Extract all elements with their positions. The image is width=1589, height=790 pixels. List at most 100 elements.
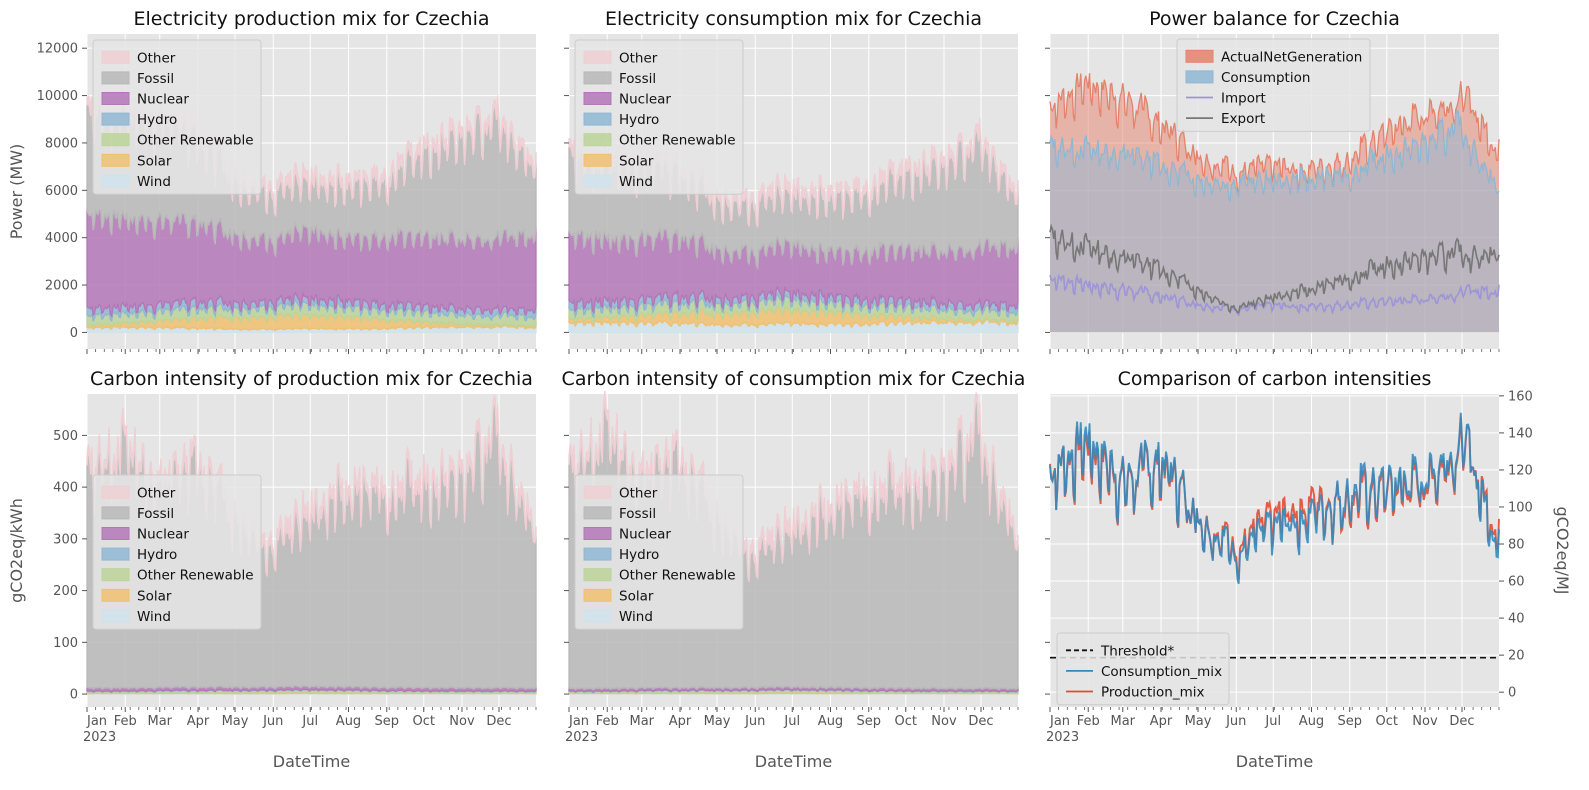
legend-label: Other Renewable	[619, 568, 736, 584]
legend-label: Hydro	[137, 112, 177, 128]
legend-label: Wind	[619, 609, 653, 625]
legend-swatch	[583, 92, 612, 105]
y-axis-label: gCO2eq/kWh	[7, 498, 26, 603]
x-tick-label: Jul	[1264, 714, 1281, 729]
legend-label: Nuclear	[137, 92, 189, 108]
line-series-export	[1049, 223, 1500, 314]
y-tick-label-right: 40	[1508, 612, 1525, 627]
x-tick-label: Jul	[301, 714, 318, 729]
legend-label: Other	[619, 485, 658, 501]
x-tick-label: Mar	[630, 714, 655, 729]
legend-label: Solar	[137, 153, 172, 169]
x-tick-label: Dec	[486, 714, 511, 729]
chart-panel-5: Jan Feb Mar Apr May Jun Jul Aug Sep Oct Nov Dec 2023…	[562, 368, 1026, 771]
legend-swatch	[101, 547, 130, 561]
line-series-import	[1049, 273, 1500, 317]
y-tick-label: 0	[70, 688, 78, 703]
x-tick-label: Sep	[856, 714, 881, 729]
y-tick-label-right: 0	[1508, 686, 1516, 701]
x-tick-label: May	[1185, 714, 1212, 729]
legend-swatch	[583, 174, 612, 188]
legend-label: Nuclear	[619, 527, 671, 543]
legend-label: Hydro	[619, 112, 659, 128]
legend-swatch	[583, 588, 612, 602]
x-tick-label: Aug	[818, 714, 843, 729]
x-tick-label: Sep	[374, 714, 399, 729]
chart-panel-6: Jan Feb Mar Apr May Jun Jul Aug Sep Oct Nov Dec 2023…	[1045, 368, 1572, 771]
y-tick-label-right: 20	[1508, 649, 1525, 664]
x-tick-label: Apr	[669, 714, 692, 729]
chart-title: Electricity consumption mix for Czechia	[605, 8, 982, 30]
y-tick-label: 8000	[45, 136, 78, 151]
legend-label: Wind	[619, 174, 653, 190]
x-tick-label: Nov	[931, 714, 957, 729]
y-tick-label-right: 140	[1508, 426, 1533, 441]
chart-title: Electricity production mix for Czechia	[133, 8, 489, 30]
y-tick-label-right: 160	[1508, 389, 1533, 404]
y-tick-label-right: 80	[1508, 538, 1525, 553]
y-tick-label: 100	[53, 636, 78, 651]
legend-swatch	[101, 174, 130, 188]
x-tick-label: Jul	[783, 714, 800, 729]
legend-swatch	[583, 485, 612, 499]
legend-label: Fossil	[619, 506, 656, 522]
legend-label: Nuclear	[619, 92, 671, 108]
legend: Other Fossil Nuclear Hydro Other Renewable So…	[92, 39, 262, 195]
legend-swatch	[1185, 49, 1214, 63]
y-tick-label-right: 60	[1508, 575, 1525, 590]
legend: ActualNetGeneration Consumption Import Expo…	[1176, 38, 1371, 132]
legend-swatch	[101, 153, 130, 167]
legend-label: Import	[1221, 91, 1266, 107]
legend-label: Other Renewable	[137, 568, 254, 584]
legend-swatch	[101, 50, 130, 64]
x-tick-label: Sep	[1337, 714, 1362, 729]
legend-label: Other	[137, 485, 176, 501]
x-tick-label: May	[704, 714, 731, 729]
legend-label: Solar	[619, 153, 654, 169]
legend-label: Other Renewable	[137, 133, 254, 149]
x-tick-label: Jun	[1225, 714, 1246, 729]
legend-box	[92, 474, 262, 630]
x-tick-label: Jun	[744, 714, 765, 729]
x-axis-label: DateTime	[1236, 752, 1313, 771]
y-tick-label: 6000	[45, 184, 78, 199]
y-tick-label: 4000	[45, 231, 78, 246]
y-tick-label: 12000	[37, 42, 78, 57]
x-tick-label: Oct	[413, 714, 435, 729]
legend-label: Wind	[137, 174, 171, 190]
y-tick-label: 2000	[45, 279, 78, 294]
legend-swatch	[101, 133, 130, 147]
chart-title: Carbon intensity of production mix for C…	[90, 368, 533, 390]
y-axis-label: Power (MW)	[7, 144, 26, 240]
x-tick-label: Mar	[1111, 714, 1136, 729]
x-tick-label: Jun	[262, 714, 283, 729]
x-tick-label: Oct	[895, 714, 917, 729]
legend-swatch	[101, 568, 130, 582]
legend-swatch	[583, 527, 612, 540]
legend-box	[574, 39, 744, 195]
y-tick-label: 500	[53, 429, 78, 444]
legend: Other Fossil Nuclear Hydro Other Renewable So…	[574, 39, 744, 195]
legend-label: Fossil	[137, 506, 174, 522]
legend-swatch	[583, 547, 612, 561]
legend-swatch	[101, 71, 130, 85]
legend-swatch	[1185, 70, 1214, 84]
legend-label: Threshold*	[1100, 643, 1175, 659]
legend-swatch	[101, 588, 130, 602]
legend-label: Solar	[619, 588, 654, 604]
x-tick-label: Dec	[968, 714, 993, 729]
legend-swatch	[101, 485, 130, 499]
y-tick-label: 300	[53, 532, 78, 547]
legend-label: Fossil	[137, 71, 174, 87]
x-tick-label: Apr	[187, 714, 210, 729]
legend-swatch	[583, 133, 612, 147]
chart-panel-3: Power balance for Czechia ActualNetGenera…	[1045, 8, 1500, 354]
legend-box	[92, 39, 262, 195]
y-tick-label: 0	[70, 326, 78, 341]
legend-label: ActualNetGeneration	[1221, 49, 1362, 65]
area-series-consumption	[1050, 110, 1499, 333]
legend-swatch	[101, 92, 130, 105]
y-axis-label-right: gCO2eq/MJ	[1553, 506, 1572, 594]
x-tick-label: Dec	[1449, 714, 1474, 729]
legend-swatch	[583, 506, 612, 520]
